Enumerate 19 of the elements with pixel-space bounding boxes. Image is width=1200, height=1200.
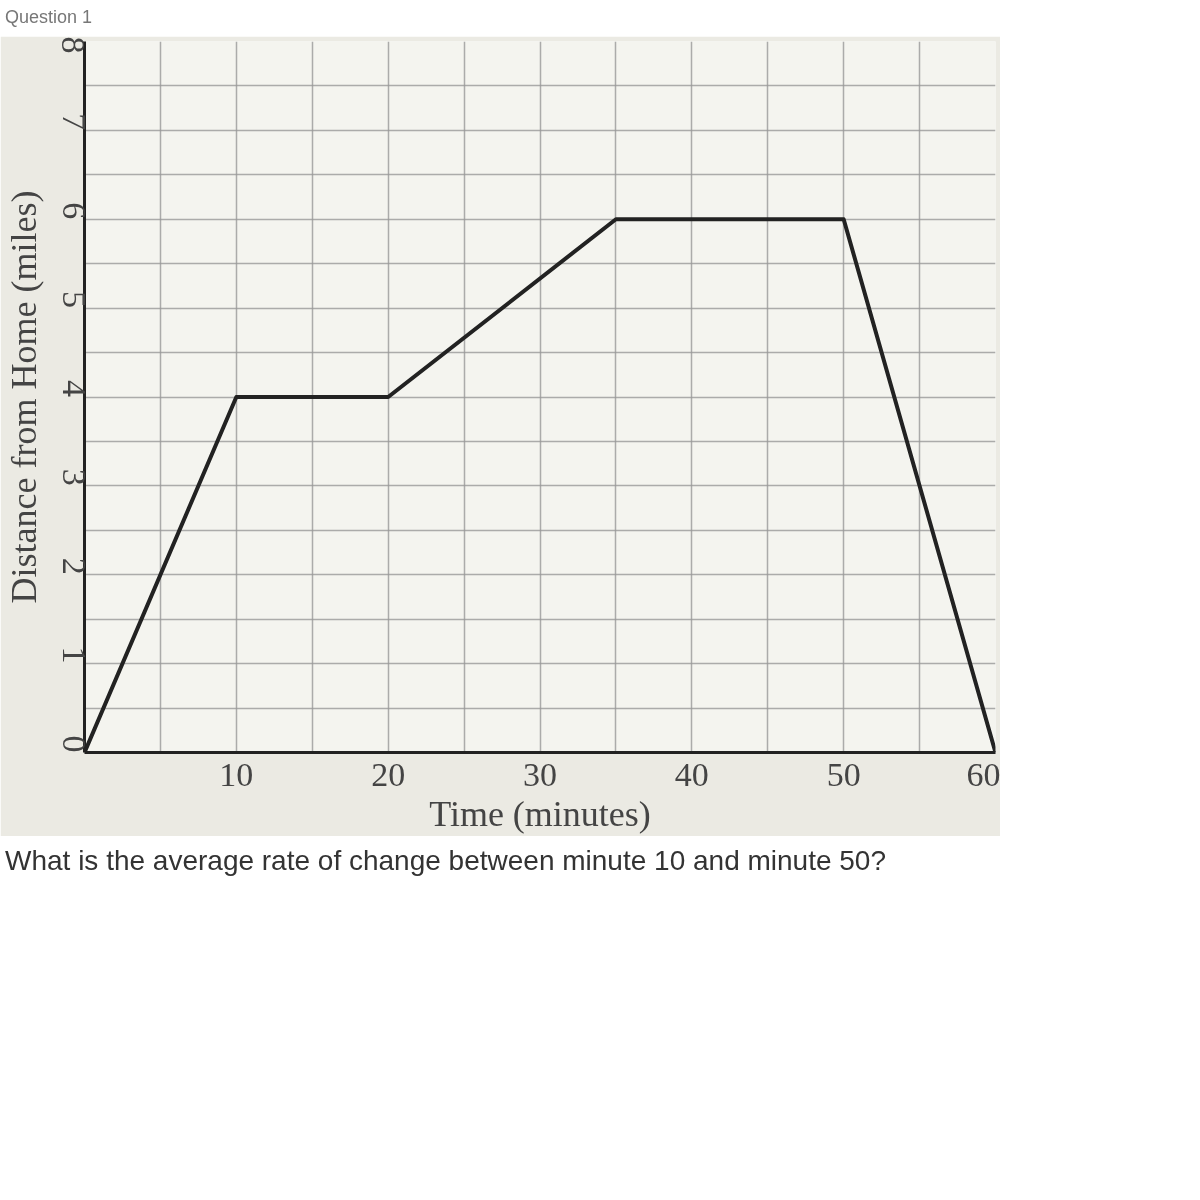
- x-axis-title: Time (minutes): [429, 793, 651, 834]
- x-tick-label: 20: [371, 755, 406, 793]
- text: What is the average rate of change between minute 10 and minute 50?: [5, 843, 887, 878]
- text: Question 1: [5, 6, 93, 29]
- x-tick-label: 60: [966, 755, 1001, 793]
- y-tick-label: 6: [55, 201, 93, 219]
- y-tick-label: 1: [55, 646, 93, 664]
- y-tick-label: 5: [55, 290, 93, 308]
- y-tick-label: 2: [55, 557, 93, 575]
- y-tick-label: 4: [55, 379, 93, 397]
- y-tick-label: 7: [55, 113, 93, 131]
- x-tick-label: 30: [523, 755, 557, 793]
- y-tick-label: 0: [55, 735, 93, 753]
- y-tick-label: 8: [55, 36, 93, 54]
- x-tick-label: 50: [826, 755, 861, 793]
- y-tick-label: 3: [55, 468, 93, 486]
- y-axis-title: Distance from Home (miles): [3, 190, 44, 604]
- x-tick-label: 40: [674, 755, 709, 793]
- x-tick-label: 10: [219, 755, 254, 793]
